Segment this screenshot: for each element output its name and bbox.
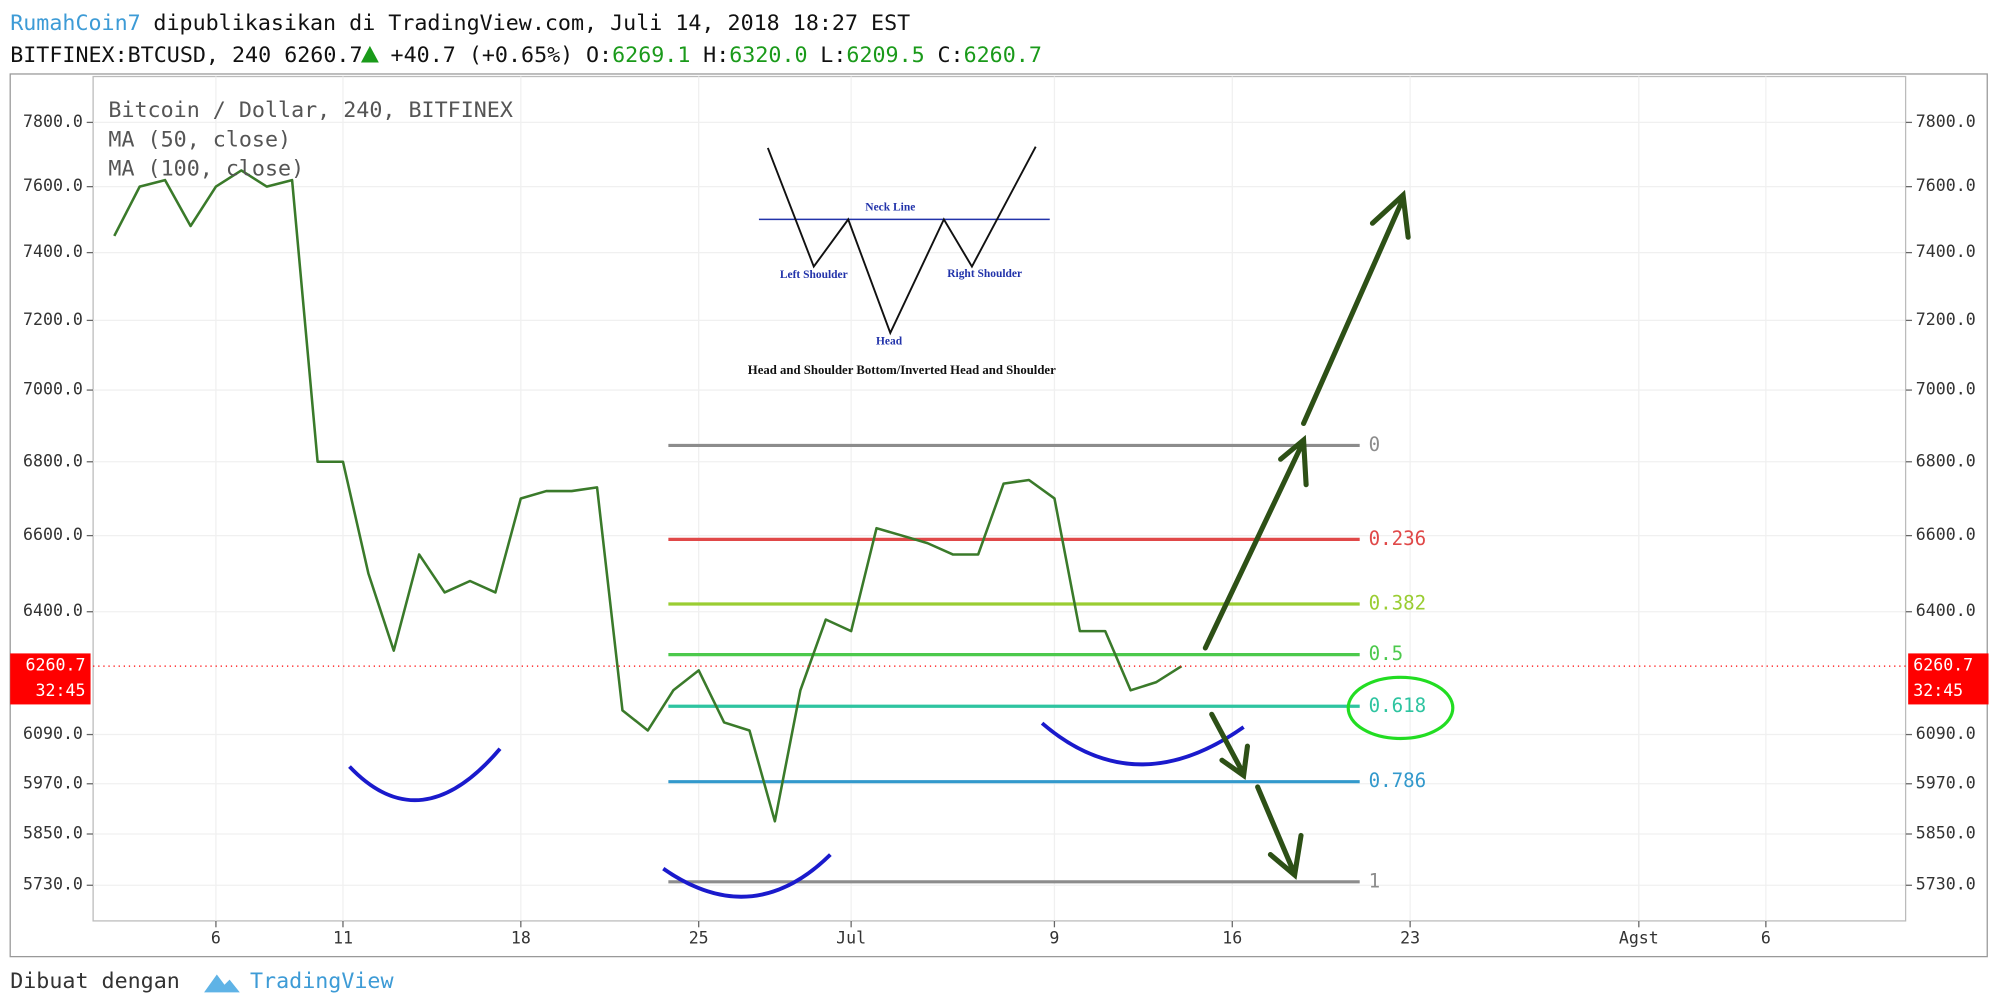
ohlc-value: 6260.7 <box>964 43 1042 68</box>
x-tick-label: 16 <box>1222 928 1242 947</box>
arrow <box>1209 711 1250 781</box>
y-tick-label: 6090.0 <box>23 724 83 743</box>
y-tick-label: 5850.0 <box>1916 823 1976 842</box>
highlight-ellipse <box>1346 675 1455 741</box>
y-tick-label: 5970.0 <box>1916 773 1976 792</box>
y-tick-label: 6400.0 <box>23 601 83 620</box>
y-tick-label: 7400.0 <box>23 242 83 261</box>
arc <box>662 853 832 899</box>
fib-label: 0.786 <box>1369 769 1427 792</box>
x-tick-label: 25 <box>689 928 709 947</box>
change: +40.7 (+0.65%) <box>391 43 574 68</box>
y-tick-label: 7000.0 <box>23 380 83 399</box>
inset-caption: Head and Shoulder Bottom/Inverted Head a… <box>748 363 1056 377</box>
chart-title: Bitcoin / Dollar, 240, BITFINEX <box>108 98 512 123</box>
fib-label: 0 <box>1369 433 1381 456</box>
plot: 0 0.236 0.382 0.5 0.618 0.786 1 <box>86 76 1912 928</box>
x-tick-label: 11 <box>333 928 353 947</box>
ohlc-key: O: <box>586 43 612 68</box>
arrow <box>1301 189 1411 427</box>
x-tick-label: 6 <box>1761 928 1771 947</box>
fib-label: 0.618 <box>1369 694 1427 717</box>
ohlc-key: L: <box>820 43 846 68</box>
pattern-line <box>766 146 1037 336</box>
inset-label: Head <box>876 335 903 347</box>
ohlc-key: H: <box>703 43 729 68</box>
arrow <box>1202 434 1309 651</box>
y-tick-label: 7600.0 <box>1916 176 1976 195</box>
x-tick-label: 6 <box>211 928 221 947</box>
legend-entry: MA (50, close) <box>108 127 291 152</box>
y-tick-label: 6090.0 <box>1916 724 1976 743</box>
footer: Dibuat dengan TradingView <box>10 969 394 994</box>
y-tick-label: 7800.0 <box>1916 112 1976 131</box>
ohlc-value: 6320.0 <box>729 43 807 68</box>
y-tick-label: 5850.0 <box>23 823 83 842</box>
y-tick-label: 6400.0 <box>1916 601 1976 620</box>
price-tag <box>1908 653 1989 705</box>
y-tick-label: 6600.0 <box>1916 525 1976 544</box>
arrows <box>1202 189 1411 880</box>
y-tick-label: 7200.0 <box>23 310 83 329</box>
ohlc-value: 6269.1 <box>612 43 690 68</box>
y-tick-label: 7600.0 <box>23 176 83 195</box>
price-tag-label: 6260.7 <box>26 656 86 675</box>
fib-label: 0.382 <box>1369 592 1427 615</box>
y-tick-label: 7800.0 <box>23 112 83 131</box>
logo <box>204 974 240 993</box>
fib-label: 0.5 <box>1369 642 1404 665</box>
countdown-label: 32:45 <box>36 681 86 700</box>
up-triangle <box>360 45 379 63</box>
inset-label: Neck Line <box>865 202 915 214</box>
y-tick-label: 6800.0 <box>23 451 83 470</box>
header-line1: RumahCoin7 dipublikasikan di TradingView.… <box>10 11 910 36</box>
footer-brand[interactable]: TradingView <box>250 969 394 994</box>
ohlc-value: 6209.5 <box>846 43 924 68</box>
inset-diagram: Neck Line Left Shoulder Right Shoulder H… <box>748 146 1056 377</box>
footer-text: Dibuat dengan <box>10 969 180 994</box>
y-tick-label: 7000.0 <box>1916 380 1976 399</box>
fib-label: 1 <box>1369 869 1381 892</box>
published: dipublikasikan di TradingView.com, Juli … <box>153 11 910 36</box>
x-tick-label: 9 <box>1049 928 1059 947</box>
x-tick-label: Jul <box>836 928 866 947</box>
x-tick-label: 18 <box>511 928 531 947</box>
x-tick-label: Agst <box>1619 928 1659 947</box>
arcs <box>348 721 1245 899</box>
y-tick-label: 5970.0 <box>23 773 83 792</box>
y-tick-label: 6600.0 <box>23 525 83 544</box>
y-tick-label: 7400.0 <box>1916 242 1976 261</box>
header-line2: BITFINEX:BTCUSD, 240 6260.7 +40.7 (+0.65%… <box>10 43 1042 68</box>
y-tick-label: 7200.0 <box>1916 310 1976 329</box>
author[interactable]: RumahCoin7 <box>10 11 140 36</box>
y-tick-label: 6800.0 <box>1916 451 1976 470</box>
fib-label: 0.236 <box>1369 527 1427 550</box>
inset-label: Left Shoulder <box>780 269 848 281</box>
x-tick-label: 23 <box>1400 928 1420 947</box>
inset-label: Right Shoulder <box>947 268 1022 280</box>
y-tick-label: 5730.0 <box>23 875 83 894</box>
arc <box>1040 721 1245 767</box>
ohlc-key: C: <box>937 43 963 68</box>
y-tick-label: 5730.0 <box>1916 875 1976 894</box>
arrow <box>1255 784 1304 880</box>
symbol: BITFINEX:BTCUSD, 240 6260.7 <box>10 43 362 68</box>
arc <box>348 747 502 803</box>
price-tag <box>10 653 91 705</box>
series-line <box>113 169 1183 823</box>
price-tag-label: 6260.7 <box>1913 656 1973 675</box>
legend-entry: MA (100, close) <box>108 157 304 182</box>
countdown-label: 32:45 <box>1913 681 1963 700</box>
